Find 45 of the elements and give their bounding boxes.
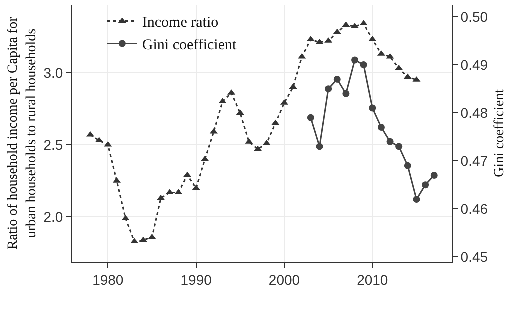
y2-tick-label: 0.47 — [460, 153, 488, 170]
point — [316, 143, 324, 150]
y2-tick-label: 0.48 — [460, 104, 488, 121]
y2-tick-label: 0.45 — [460, 249, 488, 266]
point — [404, 162, 412, 170]
point — [201, 156, 210, 162]
point — [360, 20, 368, 26]
y-tick-label: 3.0 — [44, 64, 64, 81]
x-tick-label: 1990 — [180, 272, 212, 288]
point — [272, 120, 280, 126]
x-tick-label: 2000 — [268, 272, 300, 288]
legend-label: Gini coefficient — [142, 38, 238, 54]
point — [307, 114, 314, 122]
y2-axis-title: Gini coefficient — [492, 89, 508, 178]
y2-tick-label: 0.46 — [460, 201, 488, 218]
point — [396, 143, 403, 150]
y2-tick-label: 0.49 — [460, 56, 488, 73]
point — [386, 138, 394, 146]
point — [352, 56, 359, 64]
x-tick-label: 2010 — [357, 272, 388, 288]
point — [334, 76, 341, 83]
x-tick-label: 1980 — [92, 272, 124, 288]
point — [148, 234, 156, 240]
point — [325, 86, 332, 93]
point — [289, 84, 298, 90]
y-tick-label: 2.5 — [44, 136, 64, 153]
point — [378, 124, 385, 131]
y-axis-title: Ratio of household income per Capita for urban households to rural households — [6, 16, 40, 250]
point — [386, 53, 394, 59]
legend-label: Income ratio — [142, 15, 219, 32]
point — [430, 172, 438, 180]
y2-tick-label: 0.50 — [460, 8, 488, 25]
y-tick-label: 2.0 — [44, 209, 64, 226]
point — [333, 28, 342, 34]
point — [422, 182, 430, 189]
point — [130, 238, 139, 244]
point — [369, 104, 376, 112]
point — [157, 194, 166, 200]
point — [298, 53, 306, 59]
point — [236, 110, 244, 116]
point — [192, 184, 200, 190]
point — [342, 90, 350, 98]
point — [360, 62, 368, 69]
point — [413, 196, 420, 204]
point — [139, 236, 148, 242]
